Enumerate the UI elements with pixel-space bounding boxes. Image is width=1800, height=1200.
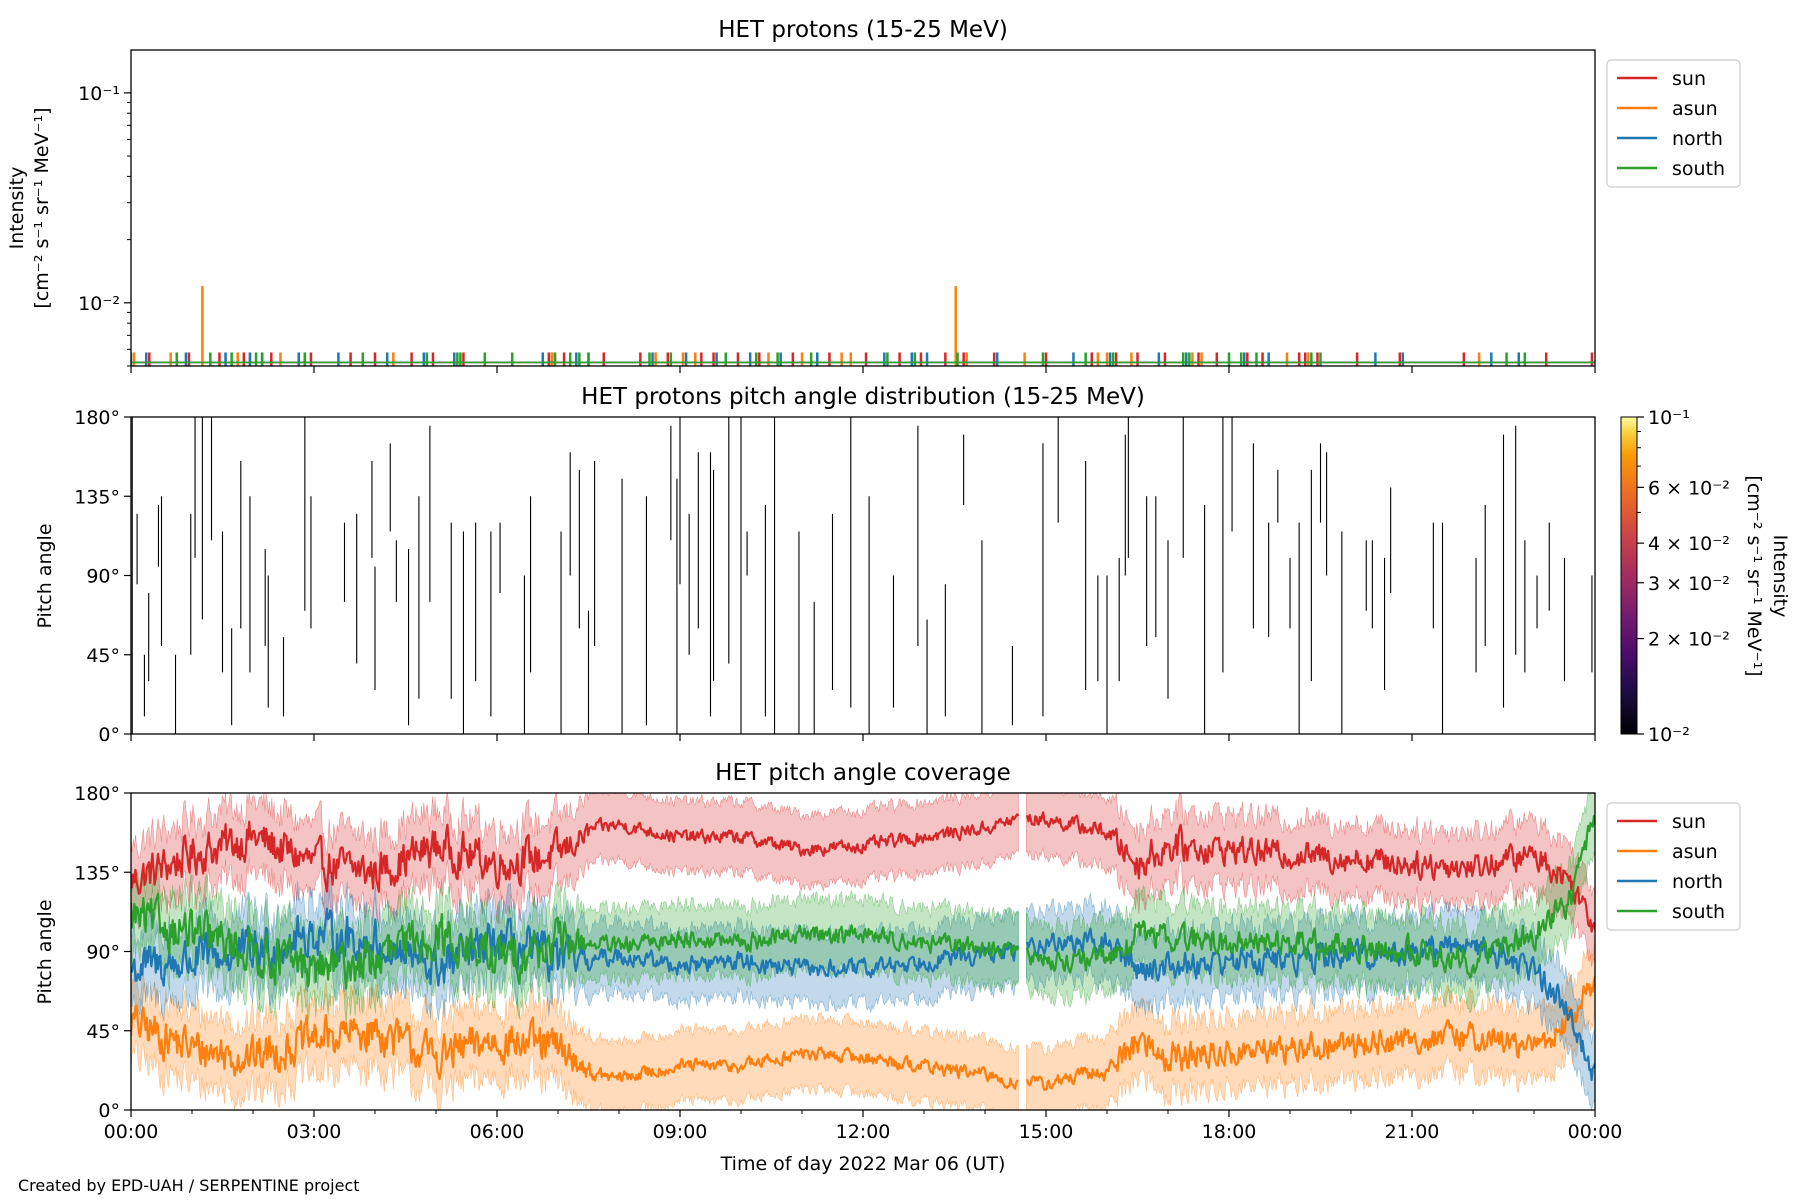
panel2-frame xyxy=(130,416,1596,735)
panel2-title: HET protons pitch angle distribution (15… xyxy=(581,384,1145,410)
panel3-axes: 0° 45° 90° 135° 180° 00:00 03:00 06:00 09:00 12:0… xyxy=(74,783,1622,1143)
band-asun-0 xyxy=(131,969,1019,1110)
p2-ytick-label-4: 180° xyxy=(74,407,120,429)
p3-ytick-label-4: 180° xyxy=(74,783,120,805)
p3-xtick-label-7: 21:00 xyxy=(1385,1121,1440,1143)
line-asun-0 xyxy=(131,1004,1019,1090)
p3-legend-label-north: north xyxy=(1672,871,1723,893)
band-south-0 xyxy=(131,858,1019,1024)
p3-xtick-label-8: 00:00 xyxy=(1568,1121,1623,1143)
p1-legend-label-north: north xyxy=(1672,128,1723,150)
line-north-0 xyxy=(131,907,1020,987)
panel2-axes: 0° 45° 90° 135° 180° xyxy=(74,407,1596,746)
p1-legend-label-south: south xyxy=(1672,158,1725,180)
colorbar-label-line2: [cm⁻² s⁻¹ sr⁻¹ MeV⁻¹] xyxy=(1743,475,1765,676)
p1-legend-label-sun: sun xyxy=(1672,68,1706,90)
p1-ytick-label-1: 10⁻² xyxy=(78,293,120,315)
p2-ytick-label-0: 0° xyxy=(98,724,120,746)
panel1-axes: 10⁻¹ 10⁻² xyxy=(78,83,1596,373)
cb-tick-label-5: 10⁻² xyxy=(1648,724,1690,746)
p3-xtick-label-0: 00:00 xyxy=(104,1121,159,1143)
band-north-1 xyxy=(1026,893,1595,1110)
p3-legend-label-south: south xyxy=(1672,901,1725,923)
panel1-ylabel-line2: [cm⁻² s⁻¹ sr⁻¹ MeV⁻¹] xyxy=(31,107,53,308)
p2-ytick-label-3: 135° xyxy=(74,486,120,508)
line-sun-1 xyxy=(1025,811,1595,933)
cb-tick-label-3: 3 × 10⁻² xyxy=(1648,573,1730,595)
cb-tick-label-4: 2 × 10⁻² xyxy=(1648,629,1730,651)
cb-tick-label-0: 10⁻¹ xyxy=(1648,407,1690,429)
p3-xtick-label-5: 15:00 xyxy=(1019,1121,1074,1143)
line-north-1 xyxy=(1026,927,1595,1082)
p3-xtick-label-1: 03:00 xyxy=(287,1121,342,1143)
panel-pitch-angle-distribution: HET protons pitch angle distribution (15… xyxy=(34,384,1791,746)
band-sun-0 xyxy=(131,793,1019,930)
panel3-legend: sun asun north south xyxy=(1606,802,1741,931)
p3-legend-label-sun: sun xyxy=(1672,811,1706,833)
panel3-xlabel: Time of day 2022 Mar 06 (UT) xyxy=(720,1153,1006,1175)
line-south-0 xyxy=(131,892,1020,990)
p3-xtick-label-4: 12:00 xyxy=(836,1121,891,1143)
panel-pitch-angle-coverage: HET pitch angle coverage 0° 45° 90° 135° 180… xyxy=(34,760,1741,1175)
p3-ytick-label-3: 135° xyxy=(74,862,120,884)
cb-tick-label-2: 4 × 10⁻² xyxy=(1648,533,1730,555)
panel3-ylabel: Pitch angle xyxy=(34,899,56,1004)
panel2-heatmap xyxy=(131,417,1593,734)
colorbar-label-line1: Intensity xyxy=(1769,535,1791,618)
line-sun-0 xyxy=(131,813,1020,895)
p2-ytick-label-2: 90° xyxy=(86,566,120,588)
panel-intensity: HET protons (15-25 MeV) 10⁻¹ 10⁻² Intensi… xyxy=(6,17,1741,373)
panel1-title: HET protons (15-25 MeV) xyxy=(718,17,1008,43)
panel3-series xyxy=(131,793,1595,1110)
credit-note: Created by EPD-UAH / SERPENTINE project xyxy=(18,1176,360,1195)
cb-tick-label-1: 6 × 10⁻² xyxy=(1648,477,1730,499)
panel3-title: HET pitch angle coverage xyxy=(715,760,1011,786)
p3-xtick-label-3: 09:00 xyxy=(653,1121,708,1143)
p3-legend-box xyxy=(1606,802,1741,931)
panel2-ylabel: Pitch angle xyxy=(34,523,56,628)
line-south-1 xyxy=(1025,815,1595,979)
band-sun-1 xyxy=(1026,793,1595,967)
p1-legend-label-asun: asun xyxy=(1672,98,1718,120)
p3-ytick-label-1: 45° xyxy=(86,1021,120,1043)
colorbar-ticks: 10⁻¹ 6 × 10⁻² 4 × 10⁻² 3 × 10⁻² 2 × 10⁻² 10⁻² xyxy=(1637,407,1730,746)
p3-xtick-label-6: 18:00 xyxy=(1202,1121,1257,1143)
panel1-legend: sun asun north south xyxy=(1606,59,1741,188)
panel1-ylabel-line1: Intensity xyxy=(6,167,28,250)
p1-legend-box xyxy=(1606,59,1741,188)
line-asun-1 xyxy=(1026,975,1595,1091)
panel1-series xyxy=(131,286,1595,366)
panel1-frame xyxy=(130,49,1596,367)
p3-legend-label-asun: asun xyxy=(1672,841,1718,863)
colorbar xyxy=(1620,416,1638,735)
p3-ytick-label-2: 90° xyxy=(86,942,120,964)
p3-xtick-label-2: 06:00 xyxy=(470,1121,525,1143)
p2-ytick-label-1: 45° xyxy=(86,645,120,667)
p3-ytick-label-0: 0° xyxy=(98,1100,120,1122)
p1-ytick-label-0: 10⁻¹ xyxy=(78,83,120,105)
